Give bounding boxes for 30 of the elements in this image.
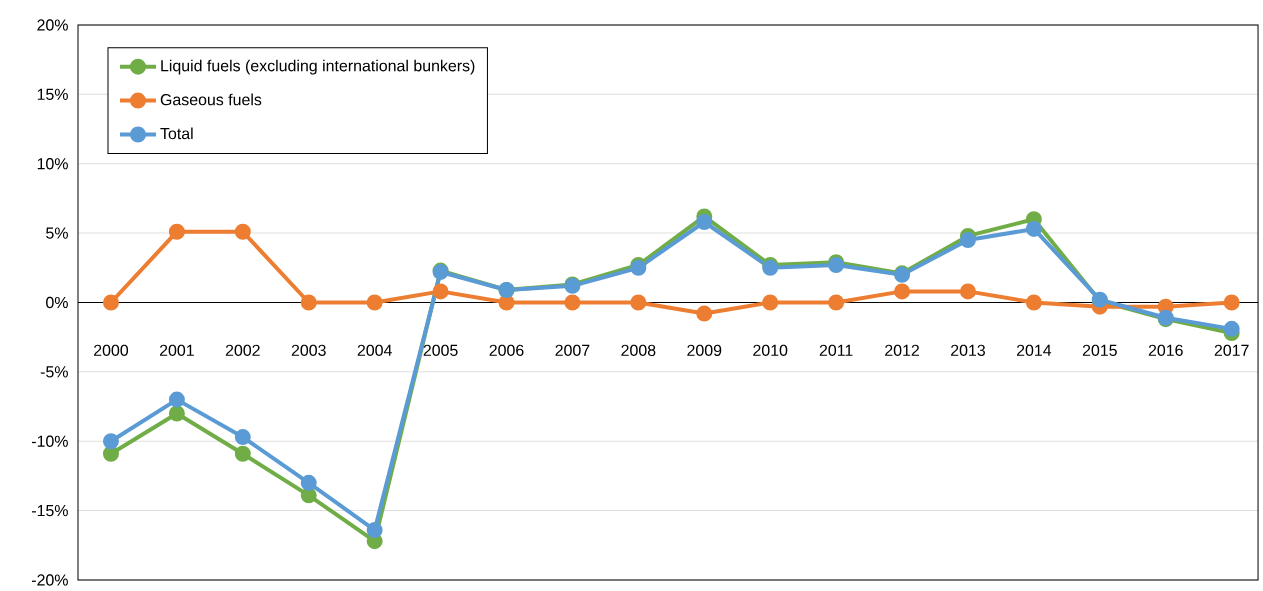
x-tick-label: 2004 xyxy=(357,344,392,356)
y-tick-label: -15% xyxy=(31,505,68,517)
x-tick-label: 2005 xyxy=(423,344,458,356)
y-tick-label: 20% xyxy=(37,19,68,31)
x-tick-label: 2010 xyxy=(753,344,788,356)
legend-label: Gaseous fuels xyxy=(160,93,262,106)
y-tick-label: -5% xyxy=(40,366,68,378)
x-tick-label: 2013 xyxy=(951,344,985,356)
x-tick-label: 2007 xyxy=(555,344,590,356)
x-tick-label: 2003 xyxy=(291,344,326,356)
y-tick-label: -10% xyxy=(31,435,68,447)
x-tick-label: 2008 xyxy=(621,344,656,356)
x-tick-label: 2016 xyxy=(1148,344,1183,356)
x-tick-label: 2000 xyxy=(94,344,129,356)
x-tick-label: 2001 xyxy=(159,344,194,356)
x-tick-label: 2002 xyxy=(225,344,260,356)
legend-label: Liquid fuels (excluding international bunkers) xyxy=(161,59,475,75)
x-tick-label: 2011 xyxy=(819,344,853,356)
x-tick-label: 2006 xyxy=(489,344,524,356)
x-tick-label: 2015 xyxy=(1082,344,1117,356)
x-tick-label: 2012 xyxy=(885,344,919,356)
x-tick-label: 2017 xyxy=(1214,344,1249,356)
y-tick-label: 10% xyxy=(37,158,68,170)
x-tick-label: 2014 xyxy=(1016,344,1052,356)
y-tick-label: 0% xyxy=(46,296,68,309)
y-tick-label: -20% xyxy=(31,574,68,586)
legend-label: Total xyxy=(160,127,193,140)
y-tick-label: 5% xyxy=(46,227,68,239)
x-tick-label: 2009 xyxy=(687,344,722,356)
y-tick-label: 15% xyxy=(37,88,68,100)
